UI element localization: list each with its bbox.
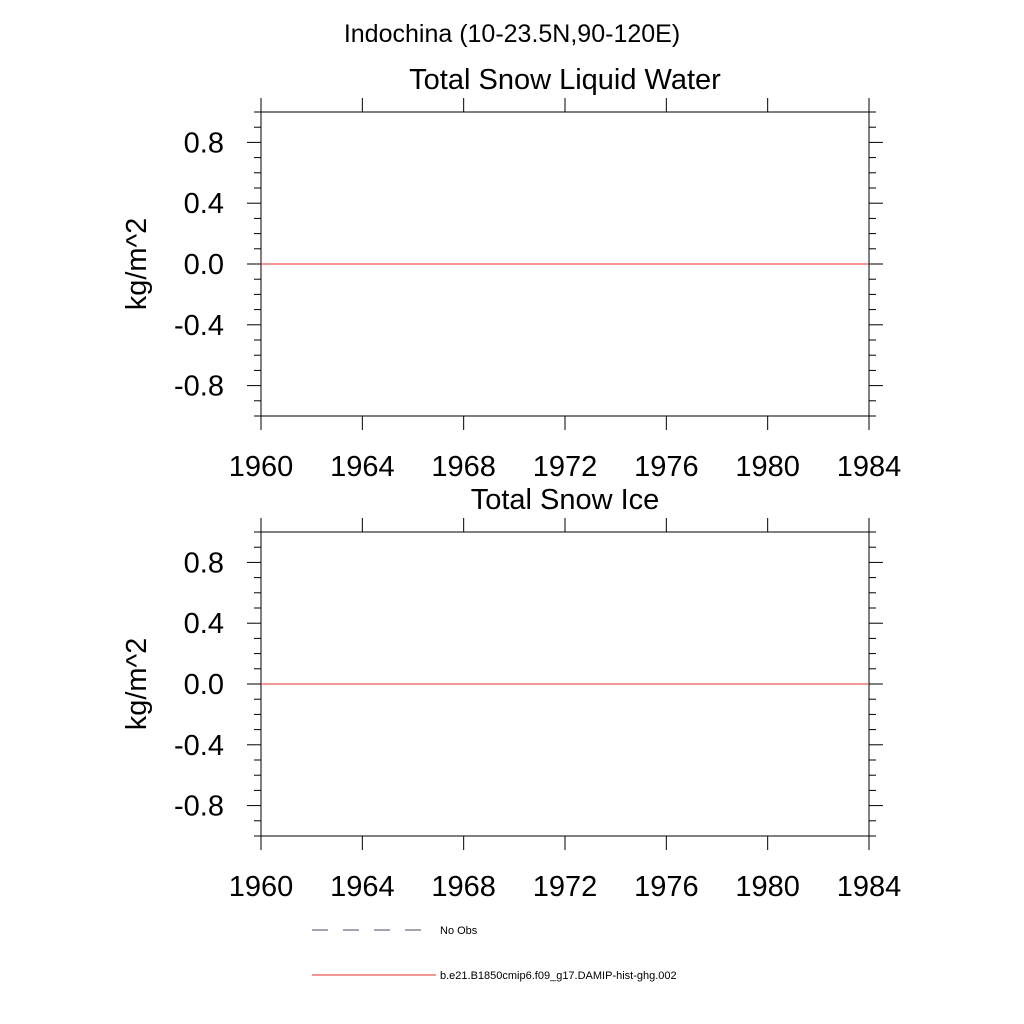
panel-title: Total Snow Liquid Water (409, 64, 721, 96)
legend-item: No Obs (312, 925, 478, 937)
y-tick-label: 0.8 (184, 547, 224, 579)
y-axis-label: kg/m^2 (121, 218, 153, 311)
x-tick-label: 1980 (735, 451, 800, 483)
x-tick-label: 1984 (837, 871, 902, 903)
panels: Total Snow Liquid Water 1960 1964 1968 1972 1… (121, 64, 901, 903)
x-tick-label: 1964 (330, 871, 395, 903)
figure-suptitle: Indochina (10-23.5N,90-120E) (344, 20, 680, 48)
y-axis-label: kg/m^2 (121, 638, 153, 731)
legend: No Obs b.e21.B1850cmip6.f09_g17.DAMIP-his… (312, 925, 677, 982)
y-tick-label: 0.4 (184, 188, 224, 220)
x-tick-label: 1968 (431, 451, 496, 483)
x-tick-label: 1972 (533, 871, 598, 903)
y-tick-label: 0.4 (184, 608, 224, 640)
legend-item: b.e21.B1850cmip6.f09_g17.DAMIP-hist-ghg.… (312, 970, 677, 982)
y-tick-label: 0.0 (184, 669, 224, 701)
x-tick-label: 1980 (735, 871, 800, 903)
y-tick-label: 0.8 (184, 127, 224, 159)
legend-label: b.e21.B1850cmip6.f09_g17.DAMIP-hist-ghg.… (440, 970, 677, 982)
x-tick-label: 1972 (533, 451, 598, 483)
x-tick-label: 1968 (431, 871, 496, 903)
x-tick-label: 1976 (634, 871, 699, 903)
legend-label: No Obs (440, 925, 478, 937)
x-tick-label: 1960 (229, 451, 294, 483)
x-tick-label: 1964 (330, 451, 395, 483)
x-tick-label: 1960 (229, 871, 294, 903)
y-tick-label: -0.4 (174, 310, 224, 342)
panel-1: Total Snow Liquid Water 1960 1964 1968 1972 1… (121, 64, 901, 483)
panel-2: Total Snow Ice 1960 1964 1968 1972 1976 1980 19… (121, 484, 901, 903)
x-tick-label: 1976 (634, 451, 699, 483)
y-tick-label: -0.8 (174, 791, 224, 823)
x-tick-label: 1984 (837, 451, 902, 483)
y-tick-label: -0.4 (174, 730, 224, 762)
y-tick-label: 0.0 (184, 249, 224, 281)
panel-title: Total Snow Ice (471, 484, 660, 516)
y-tick-label: -0.8 (174, 371, 224, 403)
